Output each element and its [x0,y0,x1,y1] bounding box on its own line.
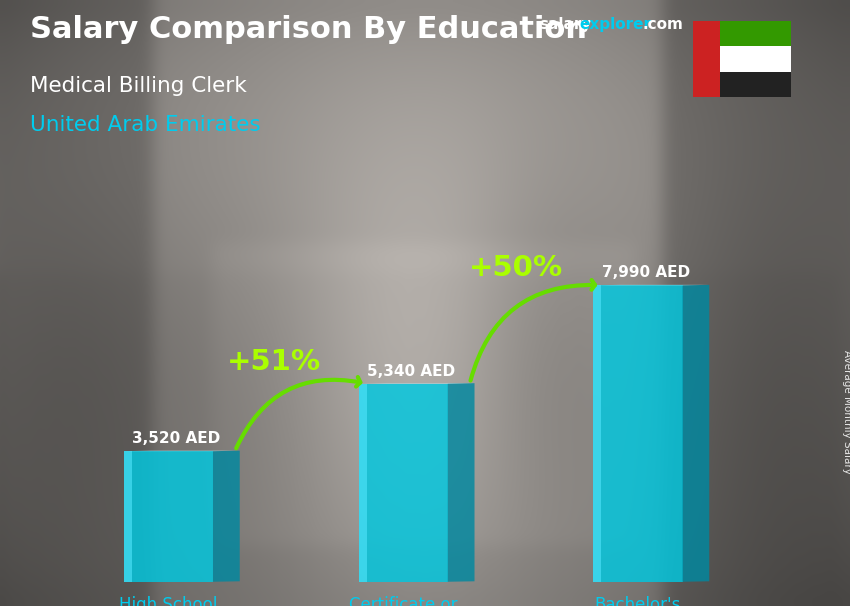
Text: +51%: +51% [227,348,321,376]
Text: United Arab Emirates: United Arab Emirates [30,115,260,135]
Bar [593,285,601,582]
Bar [593,285,683,582]
Bar [124,451,132,582]
Text: .com: .com [643,17,683,32]
Text: 5,340 AED: 5,340 AED [367,364,456,379]
Bar [359,384,448,582]
Text: Salary Comparison By Education: Salary Comparison By Education [30,15,586,44]
Text: Average Monthly Salary: Average Monthly Salary [842,350,850,474]
Polygon shape [683,285,709,582]
Text: +50%: +50% [468,254,563,282]
Text: Medical Billing Clerk: Medical Billing Clerk [30,76,246,96]
Bar [693,47,791,72]
Text: 7,990 AED: 7,990 AED [602,265,690,281]
Text: explorer: explorer [580,17,652,32]
Polygon shape [213,451,240,582]
Bar [693,21,720,97]
Bar [124,451,213,582]
Bar [693,21,791,47]
Text: salary: salary [540,17,592,32]
Text: 3,520 AED: 3,520 AED [133,431,220,446]
Bar [693,72,791,97]
Bar [359,384,366,582]
Polygon shape [448,383,474,582]
